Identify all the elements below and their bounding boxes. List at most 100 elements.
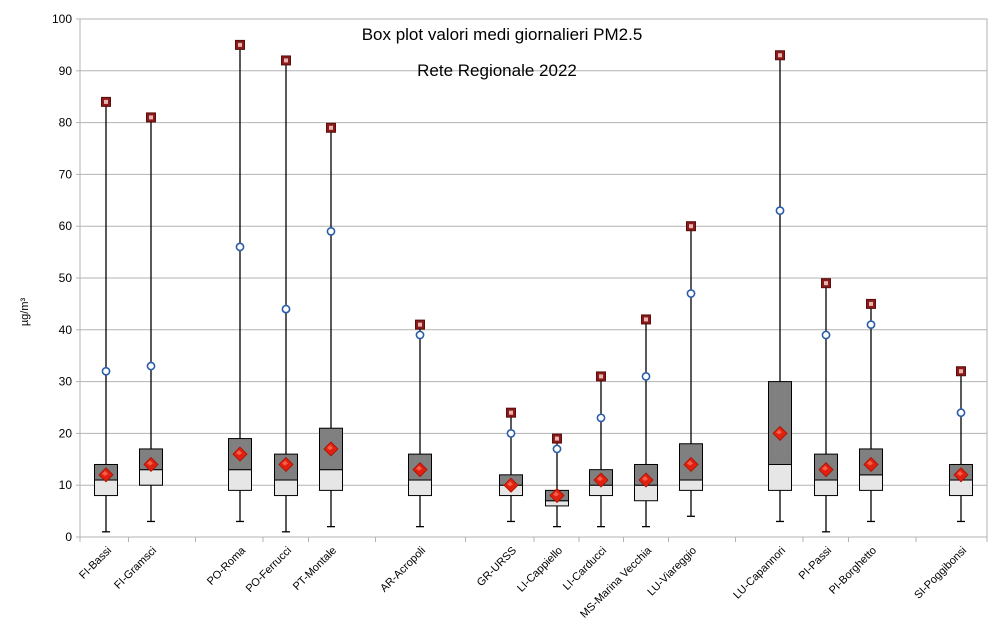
y-tick-label: 30 — [59, 375, 73, 389]
x-category-label: PO-Ferrucci — [244, 545, 294, 595]
x-category-label: PT-Montale — [291, 545, 339, 593]
box-lu-viareggio — [679, 221, 703, 517]
box-po-ferrucci — [274, 55, 298, 533]
y-tick-label: 0 — [65, 530, 72, 544]
grid-layer — [79, 18, 988, 538]
mean-marker-highlight — [282, 460, 288, 466]
percentile-marker — [235, 242, 245, 252]
max-marker-inner — [599, 374, 603, 379]
mean-marker-highlight — [687, 460, 693, 466]
box-gr-urss — [499, 407, 523, 523]
x-category-label: GR-URSS — [475, 545, 519, 589]
box-lower — [859, 474, 883, 491]
percentile-marker — [415, 330, 425, 340]
chart-title: Box plot valori medi giornalieri PM2.5 — [362, 25, 643, 44]
box-pi-borghetto — [859, 298, 883, 523]
box-lower — [228, 469, 252, 491]
x-category-label: LI-Cappiello — [515, 545, 565, 595]
percentile-marker — [146, 361, 156, 371]
x-category-label: PI-Borghetto — [827, 545, 879, 597]
max-marker-inner — [149, 115, 153, 120]
mean-marker-highlight — [957, 470, 963, 476]
percentile-marker — [101, 366, 111, 376]
mean-marker-highlight — [553, 491, 559, 497]
max-marker-inner — [824, 281, 828, 286]
y-tick-label: 60 — [59, 219, 73, 233]
mean-marker-highlight — [102, 470, 108, 476]
box-lower — [319, 469, 343, 491]
x-category-label: PI-Passi — [797, 545, 834, 582]
max-marker-inner — [104, 99, 108, 104]
y-tick-label: 100 — [52, 12, 72, 26]
mean-marker-highlight — [327, 444, 333, 450]
box-lower — [768, 463, 792, 491]
box-lower — [814, 479, 838, 497]
y-tick-label: 10 — [59, 478, 73, 492]
x-category-label: FI-Bassi — [77, 545, 114, 582]
max-marker-inner — [418, 322, 422, 327]
box-lower — [274, 479, 298, 497]
box-ms-marina-vecchia — [634, 314, 658, 528]
axis-layer: 0 10 20 30 40 50 60 70 80 90 100 — [52, 12, 988, 544]
max-marker-inner — [555, 436, 559, 441]
box-layer — [94, 39, 973, 533]
max-marker-inner — [869, 301, 873, 306]
mean-marker-highlight — [867, 460, 873, 466]
percentile-marker — [641, 372, 651, 381]
max-marker-inner — [238, 42, 242, 47]
box-li-cappiello — [545, 433, 569, 528]
box-li-carducci — [589, 371, 613, 528]
y-axis-label: µg/m³ — [19, 297, 31, 326]
x-category-label: LU-Capannori — [731, 545, 788, 602]
mean-marker-highlight — [597, 476, 603, 482]
y-tick-label: 90 — [59, 64, 73, 78]
max-marker-inner — [778, 53, 782, 58]
x-category-label: SI-Poggibonsi — [912, 545, 969, 602]
x-category-label: PO-Roma — [205, 544, 249, 588]
percentile-marker — [775, 206, 785, 216]
percentile-marker — [326, 226, 336, 236]
mean-marker-highlight — [642, 476, 648, 482]
percentile-marker — [866, 320, 876, 330]
chart-subtitle: Rete Regionale 2022 — [417, 61, 577, 80]
box-lower — [408, 479, 432, 497]
max-marker-inner — [329, 125, 333, 130]
mean-marker-highlight — [507, 481, 513, 487]
box-pi-passi — [814, 278, 838, 533]
y-tick-label: 70 — [59, 167, 73, 181]
y-tick-label: 50 — [59, 271, 73, 285]
x-category-label: FI-Gramsci — [112, 545, 159, 592]
max-marker-inner — [959, 369, 963, 374]
mean-marker-highlight — [822, 465, 828, 471]
box-lower — [679, 479, 703, 491]
percentile-marker — [686, 289, 696, 298]
box-ar-acropoli — [408, 319, 432, 528]
x-category-label: LI-Carducci — [561, 545, 609, 593]
percentile-marker — [281, 304, 291, 314]
percentile-marker — [821, 330, 831, 340]
box-upper — [768, 381, 792, 465]
x-category-label: AR-Acropoli — [378, 545, 428, 595]
mean-marker-highlight — [147, 460, 153, 466]
y-tick-label: 80 — [59, 116, 73, 130]
y-tick-label: 20 — [59, 426, 73, 440]
percentile-marker — [956, 408, 966, 418]
percentile-marker — [552, 444, 562, 454]
box-fi-bassi — [94, 96, 118, 533]
box-po-roma — [228, 39, 252, 523]
y-tick-label: 40 — [59, 323, 73, 337]
box-lu-capannori — [768, 50, 792, 523]
box-fi-gramsci — [139, 112, 163, 523]
box-si-poggibonsi — [949, 366, 973, 523]
mean-marker-highlight — [236, 450, 242, 456]
box-pt-montale — [319, 122, 343, 528]
max-marker-inner — [644, 317, 648, 322]
max-marker-inner — [689, 224, 693, 229]
mean-marker-highlight — [776, 429, 782, 435]
percentile-marker — [596, 413, 606, 423]
mean-marker-highlight — [416, 465, 422, 471]
max-marker-inner — [509, 410, 513, 415]
